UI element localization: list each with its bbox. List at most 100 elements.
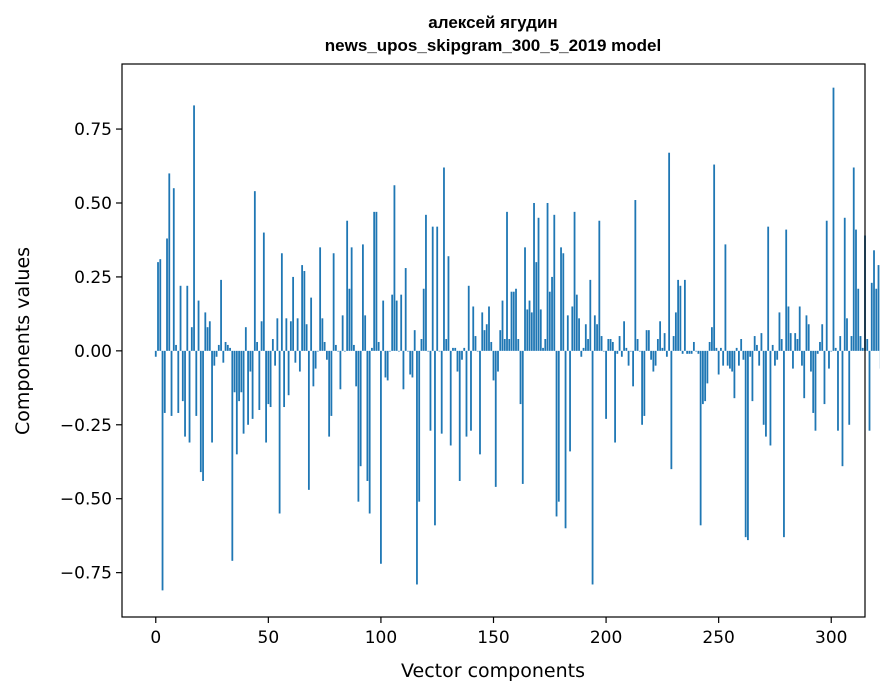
bar (386, 350, 389, 381)
bar (783, 350, 785, 538)
bar (217, 344, 220, 351)
bar (321, 318, 324, 351)
bar (677, 279, 680, 351)
bar (796, 339, 799, 351)
bar (391, 294, 394, 351)
bar (402, 350, 405, 390)
bar (220, 279, 222, 351)
bar (535, 262, 538, 351)
bar (157, 262, 159, 351)
bar (312, 350, 315, 387)
bar (330, 350, 333, 416)
bar (206, 327, 209, 351)
bar (463, 347, 466, 351)
bar (222, 350, 225, 363)
bar (841, 350, 844, 467)
bar (722, 350, 725, 366)
bar (296, 318, 299, 351)
bar (738, 350, 740, 366)
bar (328, 350, 331, 437)
bar (355, 350, 358, 387)
bar (371, 347, 373, 351)
bar (276, 318, 279, 351)
bar (695, 350, 698, 352)
y-tick-label: 0.50 (74, 194, 112, 214)
bar (258, 350, 261, 410)
bar (701, 350, 704, 405)
bar (598, 220, 601, 351)
bar (429, 350, 432, 431)
bar (235, 350, 238, 455)
bar (859, 336, 862, 351)
bar (661, 347, 664, 351)
bar (193, 105, 195, 351)
bar (393, 185, 396, 351)
bar (224, 341, 227, 351)
bar (650, 350, 653, 360)
bar (244, 327, 247, 351)
bar (452, 347, 454, 351)
bar (713, 164, 716, 351)
bar (472, 306, 475, 351)
bar (481, 312, 484, 351)
bar (350, 247, 353, 351)
bar (197, 300, 200, 351)
bar (418, 350, 421, 502)
bar (724, 244, 727, 351)
bar (499, 330, 502, 351)
bar (749, 350, 752, 357)
bar (623, 321, 625, 351)
bar (449, 350, 452, 446)
bar (348, 288, 351, 351)
bar (479, 350, 481, 455)
y-tick-label: −0.50 (60, 490, 112, 510)
bar (760, 333, 763, 351)
bar (848, 350, 851, 425)
bar (528, 300, 531, 351)
x-axis-ticks: 0 50 100 150 200 250 300 (150, 617, 847, 648)
bar (647, 330, 650, 351)
bar (704, 350, 707, 402)
bar (546, 202, 549, 351)
bar (587, 339, 589, 351)
bar (319, 247, 322, 351)
bar (332, 253, 335, 351)
bar (184, 350, 186, 437)
bar (175, 344, 177, 351)
x-tick-label: 100 (365, 628, 397, 648)
bar (607, 339, 610, 351)
bar (557, 350, 560, 502)
bar (492, 350, 495, 381)
bar (870, 282, 873, 351)
bar (316, 350, 319, 352)
bar (341, 315, 344, 351)
bar (204, 312, 207, 351)
y-tick-label: 0.25 (74, 268, 112, 288)
bar (575, 294, 578, 351)
bar (717, 350, 720, 375)
bar (830, 350, 833, 352)
bar (404, 268, 407, 351)
bar (344, 350, 346, 352)
bar (377, 341, 380, 351)
bar (620, 350, 623, 357)
bar (334, 344, 337, 351)
bar (298, 350, 301, 372)
bar (292, 276, 295, 351)
bar (690, 350, 693, 354)
bar (643, 350, 646, 416)
bar (747, 350, 749, 541)
bar (233, 350, 236, 393)
bar (825, 220, 828, 351)
bar (476, 350, 479, 352)
bar (877, 265, 880, 351)
bar (792, 350, 794, 369)
bar (280, 253, 283, 351)
bar (409, 350, 412, 375)
bar (240, 350, 243, 393)
bar (850, 336, 853, 351)
bar (172, 188, 175, 351)
bar (720, 347, 722, 351)
bar (627, 350, 630, 366)
bar (310, 297, 313, 351)
